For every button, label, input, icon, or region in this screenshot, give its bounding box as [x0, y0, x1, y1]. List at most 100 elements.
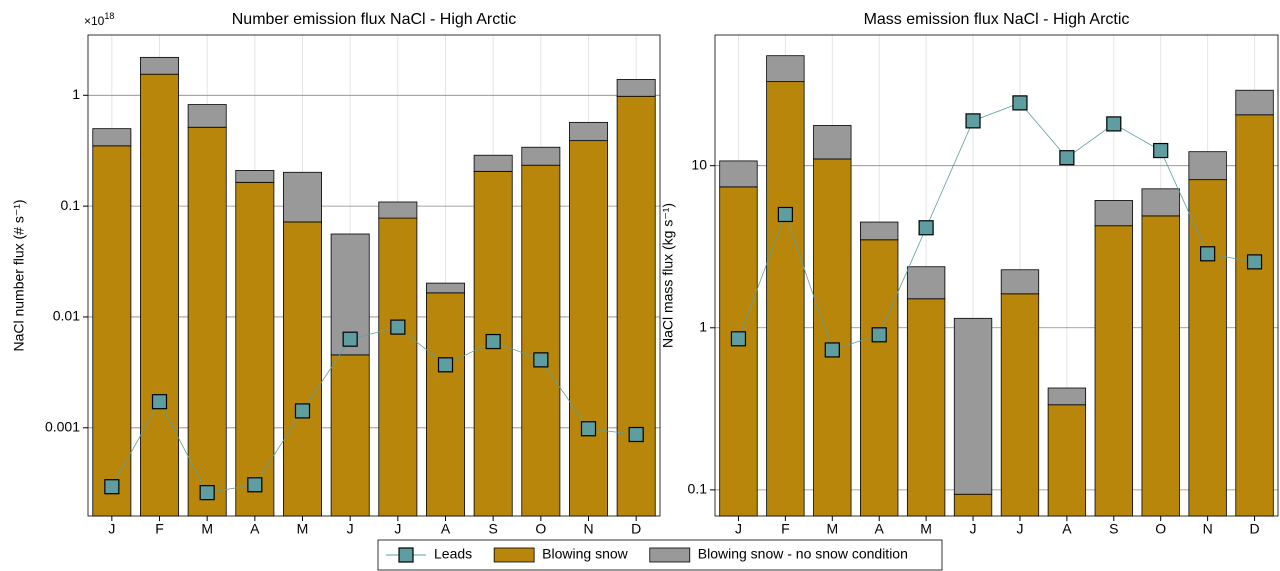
bar — [283, 171, 322, 223]
bar — [1141, 188, 1180, 217]
bar — [766, 55, 805, 83]
marker — [294, 403, 311, 419]
bar — [235, 170, 275, 183]
bar — [953, 317, 993, 495]
bar — [906, 266, 946, 300]
x-tick-label: M — [920, 521, 932, 537]
marker — [1106, 116, 1122, 132]
marker — [104, 479, 120, 495]
marker — [533, 352, 549, 368]
bar — [140, 56, 179, 75]
bar — [1188, 151, 1227, 181]
bar — [860, 221, 899, 241]
marker — [342, 331, 358, 347]
legend-swatch — [649, 547, 691, 563]
bar — [719, 160, 758, 188]
bar — [813, 125, 852, 160]
marker — [1059, 150, 1075, 166]
legend-label: Blowing snow — [542, 546, 628, 562]
x-tick-label: J — [394, 521, 401, 537]
bar — [140, 73, 179, 517]
y-tick-label: 1 — [72, 86, 80, 102]
y-tick-label: 0.001 — [45, 418, 80, 434]
multiplier-exponent: 18 — [104, 11, 114, 21]
bar — [1188, 179, 1227, 517]
marker — [580, 421, 597, 437]
bar — [426, 292, 465, 517]
bar — [1047, 404, 1087, 517]
bar — [569, 121, 608, 142]
bar — [378, 201, 418, 219]
marker — [871, 327, 887, 343]
bar — [813, 158, 852, 517]
x-tick-label: F — [155, 521, 164, 537]
bar — [1000, 269, 1040, 295]
x-tick-label: A — [441, 521, 451, 537]
bar — [92, 145, 132, 517]
legend-label: Leads — [434, 546, 472, 562]
x-tick-label: M — [297, 521, 309, 537]
marker — [485, 333, 501, 350]
y-axis-label: NaCl mass flux (kg s⁻¹) — [660, 203, 676, 348]
marker — [1200, 246, 1216, 262]
bar — [953, 493, 993, 517]
marker — [1153, 142, 1169, 159]
x-tick-label: M — [201, 521, 213, 537]
marker — [1246, 254, 1263, 270]
bar — [1047, 387, 1087, 406]
x-tick-label: J — [970, 521, 977, 537]
marker — [437, 357, 454, 373]
x-tick-label: A — [1062, 521, 1072, 537]
marker — [777, 206, 793, 223]
x-tick-label: J — [347, 521, 354, 537]
bar — [426, 282, 465, 294]
bar — [235, 181, 275, 517]
line — [738, 102, 1255, 351]
y-tick-label: 10 — [691, 156, 707, 172]
bar — [1094, 225, 1133, 517]
chart-title: Number emission flux NaCl - High Arctic — [232, 11, 517, 28]
bar — [1235, 89, 1274, 116]
bar — [521, 146, 561, 166]
bar — [1094, 200, 1133, 227]
marker — [247, 477, 263, 493]
x-tick-label: F — [781, 521, 790, 537]
marker — [1012, 95, 1028, 111]
plot-frame — [87, 34, 661, 517]
marker — [918, 220, 934, 236]
bar — [521, 164, 561, 517]
marker — [628, 426, 644, 443]
bar — [92, 128, 132, 147]
x-tick-label: J — [108, 521, 115, 537]
bar — [1141, 215, 1180, 517]
x-tick-label: O — [1155, 521, 1166, 537]
plot-frame — [714, 34, 1279, 517]
bar — [766, 81, 805, 517]
x-tick-label: N — [1203, 521, 1213, 537]
marker — [390, 319, 406, 335]
bar — [719, 186, 758, 517]
marker — [965, 113, 981, 129]
bar — [187, 126, 227, 517]
x-tick-label: S — [1109, 521, 1118, 537]
chart-title: Mass emission flux NaCl - High Arctic — [864, 11, 1130, 28]
x-tick-label: A — [875, 521, 885, 537]
line — [111, 326, 637, 494]
axis-multiplier: ×1018 — [84, 11, 114, 28]
x-tick-label: J — [735, 521, 742, 537]
bar — [283, 221, 322, 517]
x-tick-label: O — [535, 521, 546, 537]
bar — [330, 354, 370, 517]
marker — [824, 342, 840, 358]
x-tick-label: J — [1016, 521, 1023, 537]
bar — [473, 154, 513, 172]
bar — [906, 298, 946, 517]
bar — [616, 79, 656, 97]
legend-marker — [398, 547, 414, 563]
x-tick-label: A — [250, 521, 260, 537]
bar — [616, 95, 656, 517]
multiplier-base: ×10 — [84, 14, 105, 28]
y-tick-label: 0.1 — [688, 481, 708, 497]
bar — [860, 239, 899, 517]
